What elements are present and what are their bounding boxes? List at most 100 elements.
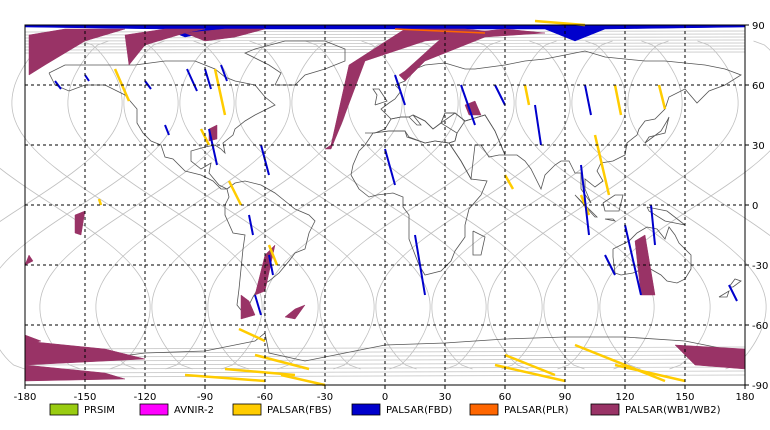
fbd-strip bbox=[460, 84, 476, 126]
fbd-strip bbox=[204, 68, 212, 90]
y-axis-ticks: 90 60 30 0 -30 -60 -90 bbox=[745, 21, 768, 392]
fbd-strip bbox=[494, 84, 506, 106]
orbit-track bbox=[627, 40, 770, 237]
x-tick-label: -180 bbox=[14, 392, 37, 403]
grid-lines bbox=[25, 25, 745, 385]
legend-label: PALSAR(FBD) bbox=[386, 405, 452, 416]
fbd-strip bbox=[208, 128, 218, 166]
fbs-strip bbox=[504, 353, 556, 377]
fbs-strip bbox=[199, 128, 211, 146]
x-tick-label: 90 bbox=[559, 392, 572, 403]
fbs-strip bbox=[523, 84, 531, 106]
fbs-strip bbox=[614, 363, 686, 383]
fbs-strip bbox=[657, 84, 667, 110]
fbs-strip bbox=[280, 373, 326, 387]
fbd-strip bbox=[84, 74, 90, 82]
legend-label: AVNIR-2 bbox=[174, 405, 214, 416]
coastline bbox=[25, 332, 746, 362]
fbd-strip bbox=[248, 214, 254, 236]
orbit-track bbox=[459, 40, 655, 370]
legend-swatch bbox=[351, 403, 381, 416]
x-tick-label: 120 bbox=[615, 392, 634, 403]
fbd-strip bbox=[164, 124, 170, 136]
coastline bbox=[472, 230, 486, 256]
x-axis-ticks: -180 -150 -120 -90 -60 -30 0 30 60 90 120 150 180 bbox=[14, 385, 755, 403]
legend-swatch bbox=[139, 403, 169, 416]
y-tick-label: 30 bbox=[752, 141, 765, 152]
x-tick-label: -30 bbox=[317, 392, 333, 403]
x-tick-label: -150 bbox=[74, 392, 97, 403]
orbit-track bbox=[375, 40, 571, 370]
fbs-strip bbox=[613, 84, 623, 116]
x-tick-label: 180 bbox=[735, 392, 754, 403]
fbs-strip bbox=[267, 244, 279, 266]
y-tick-label: -90 bbox=[752, 381, 768, 392]
fbd-strip bbox=[254, 294, 262, 316]
legend-label: PALSAR(PLR) bbox=[504, 405, 569, 416]
fbd-strip bbox=[186, 68, 198, 92]
fbd-strip bbox=[384, 148, 396, 186]
fbd-strip bbox=[728, 284, 738, 302]
x-tick-label: 60 bbox=[499, 392, 512, 403]
fbd-strip bbox=[220, 64, 228, 82]
coastline bbox=[612, 226, 692, 284]
orbit-track bbox=[24, 358, 746, 362]
wb-coverage-band bbox=[464, 100, 482, 116]
legend-label: PRSIM bbox=[84, 405, 115, 416]
legend-swatch bbox=[232, 403, 262, 416]
legend: PRSIM AVNIR-2 PALSAR(FBS) PALSAR(FBD) PALSAR… bbox=[49, 403, 721, 416]
wb-coverage-band bbox=[284, 304, 306, 320]
fbd-strip bbox=[584, 84, 592, 116]
fbs-strip bbox=[503, 174, 515, 190]
fbs-strip bbox=[238, 327, 266, 343]
orbit-track bbox=[39, 40, 235, 370]
fbd-strip bbox=[414, 234, 426, 296]
y-tick-label: 60 bbox=[752, 81, 765, 92]
fbs-strip bbox=[534, 19, 586, 27]
x-tick-label: -90 bbox=[197, 392, 213, 403]
wb-coverage-band bbox=[240, 294, 256, 320]
fbs-strip bbox=[494, 363, 566, 383]
legend-swatch bbox=[469, 403, 499, 416]
legend-label: PALSAR(FBS) bbox=[267, 405, 332, 416]
wb-coverage-band bbox=[74, 210, 86, 236]
fbd-strip bbox=[394, 74, 406, 106]
coastline bbox=[718, 290, 730, 298]
coastline bbox=[602, 194, 624, 212]
orbit-track bbox=[291, 40, 487, 370]
legend-swatch bbox=[590, 403, 620, 416]
fbs-strip bbox=[97, 198, 103, 206]
coastline bbox=[224, 180, 316, 316]
coastline bbox=[728, 278, 742, 288]
x-tick-label: 150 bbox=[675, 392, 694, 403]
orbit-track bbox=[123, 40, 319, 370]
plr-strip bbox=[394, 28, 486, 34]
coastline bbox=[350, 130, 488, 276]
fbs-strip bbox=[254, 353, 310, 371]
fbd-strip bbox=[534, 104, 542, 146]
orbit-track bbox=[0, 167, 151, 370]
wb-coverage-band bbox=[24, 254, 34, 266]
fbd-strip bbox=[650, 204, 656, 246]
fbs-strip bbox=[213, 68, 227, 116]
fbd-strip bbox=[624, 224, 642, 296]
y-tick-label: 90 bbox=[752, 21, 765, 32]
fbs-strip bbox=[184, 373, 266, 383]
coastline bbox=[48, 60, 276, 190]
wb-coverage-band bbox=[28, 28, 126, 76]
x-tick-label: 30 bbox=[439, 392, 452, 403]
orbit-track bbox=[24, 370, 746, 374]
wb-coverage-band bbox=[398, 28, 546, 82]
legend-label: PALSAR(WB1/WB2) bbox=[625, 405, 721, 416]
fbs-strip bbox=[224, 367, 296, 377]
coastline bbox=[372, 88, 388, 106]
fbs-strip bbox=[574, 343, 666, 383]
orbit-track bbox=[24, 346, 746, 350]
legend-swatch bbox=[49, 403, 79, 416]
coastline bbox=[604, 218, 617, 222]
y-tick-label: 0 bbox=[752, 201, 758, 212]
x-tick-label: -120 bbox=[134, 392, 157, 403]
coastline bbox=[574, 194, 598, 218]
